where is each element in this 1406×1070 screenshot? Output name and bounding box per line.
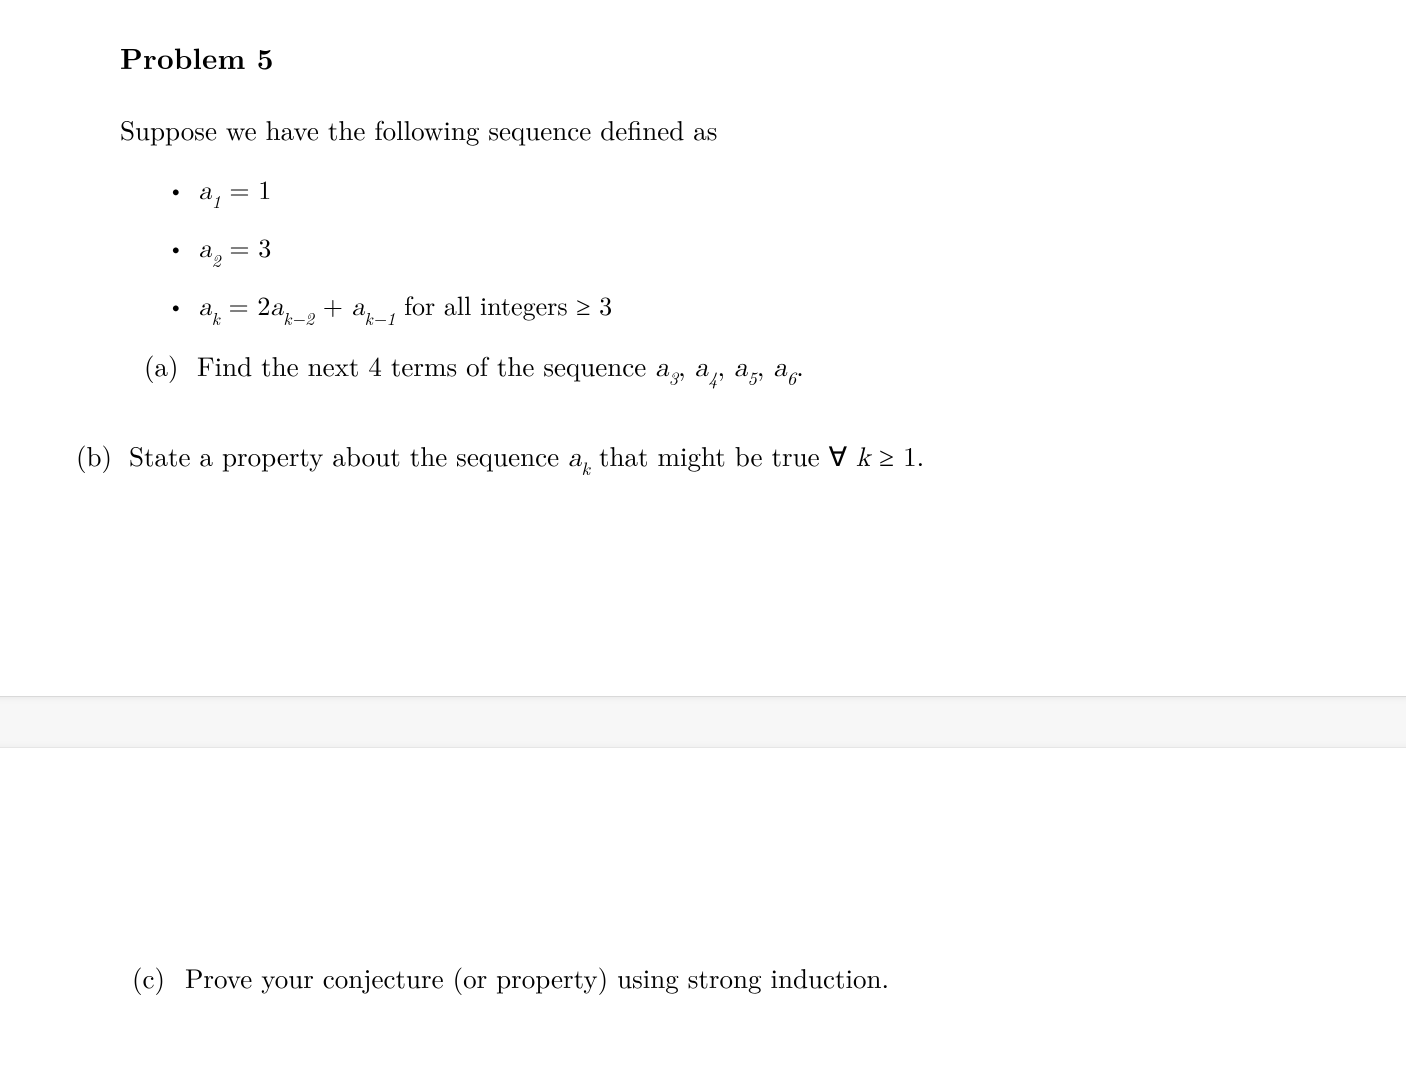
math-var: a xyxy=(695,355,709,382)
problem-title: Problem 5 xyxy=(120,36,1286,78)
seq-item-3: • ak = 2ak−2 + ak−1 for all integers ≥ 3 xyxy=(168,288,1286,326)
part-text: that might be true ∀ xyxy=(590,436,856,474)
comma: , xyxy=(757,346,774,384)
part-c: (c) Prove your conjecture (or property) … xyxy=(0,748,1406,1056)
math-sub: 5 xyxy=(747,365,756,391)
part-text: Find the next 4 terms of the sequence xyxy=(197,346,655,384)
part-b: (b) State a property about the sequence … xyxy=(0,388,1406,478)
math-text: = 2 xyxy=(220,286,271,323)
bullet-icon: • xyxy=(168,234,190,260)
part-label: (b) xyxy=(76,436,120,474)
seq-item-1: • a1 = 1 xyxy=(168,172,1286,210)
math-text: = 3 xyxy=(221,228,272,265)
math-sub: 1 xyxy=(212,189,221,214)
math-var: a xyxy=(199,295,212,321)
part-text: ≥ 1. xyxy=(870,436,924,474)
comma: , xyxy=(717,346,734,384)
problem-intro: Suppose we have the following sequence d… xyxy=(120,110,1286,148)
bullet-icon: • xyxy=(168,292,190,318)
part-label: (c) xyxy=(132,958,176,996)
math-sub: 4 xyxy=(708,365,717,391)
math-var: a xyxy=(734,355,748,382)
math-sub: k xyxy=(582,455,590,481)
math-text: + xyxy=(314,286,352,323)
math-var: a xyxy=(773,355,787,382)
sequence-definition-list: • a1 = 1 • a2 = 3 • ak = 2ak−2 + ak−1 fo… xyxy=(120,172,1286,327)
math-sub: 6 xyxy=(787,365,796,391)
math-sub: 3 xyxy=(669,365,678,391)
math-sub: k−1 xyxy=(365,306,396,331)
comma: , xyxy=(678,346,695,384)
dot: . xyxy=(796,346,804,384)
problem-block: Problem 5 Suppose we have the following … xyxy=(0,0,1406,388)
document-page: Problem 5 Suppose we have the following … xyxy=(0,0,1406,1056)
math-sub: k xyxy=(212,306,220,331)
math-var: a xyxy=(568,445,582,472)
math-var: a xyxy=(199,179,212,205)
part-text: Prove your conjecture (or property) usin… xyxy=(185,958,889,996)
math-sub: 2 xyxy=(212,248,221,273)
bullet-icon: • xyxy=(168,176,190,202)
page-divider xyxy=(0,696,1406,748)
math-tail: for all integers ≥ 3 xyxy=(404,286,612,323)
math-var: a xyxy=(352,295,365,321)
part-label: (a) xyxy=(144,347,188,383)
math-var: a xyxy=(270,295,283,321)
math-var: a xyxy=(199,237,212,263)
math-var: a xyxy=(655,355,669,382)
math-text: = 1 xyxy=(221,170,272,207)
seq-item-2: • a2 = 3 xyxy=(168,230,1286,268)
part-text: State a property about the sequence xyxy=(129,436,568,474)
math-sub: k−2 xyxy=(283,306,314,331)
part-a: (a) Find the next 4 terms of the sequenc… xyxy=(120,347,1286,388)
math-var: k xyxy=(856,445,870,472)
